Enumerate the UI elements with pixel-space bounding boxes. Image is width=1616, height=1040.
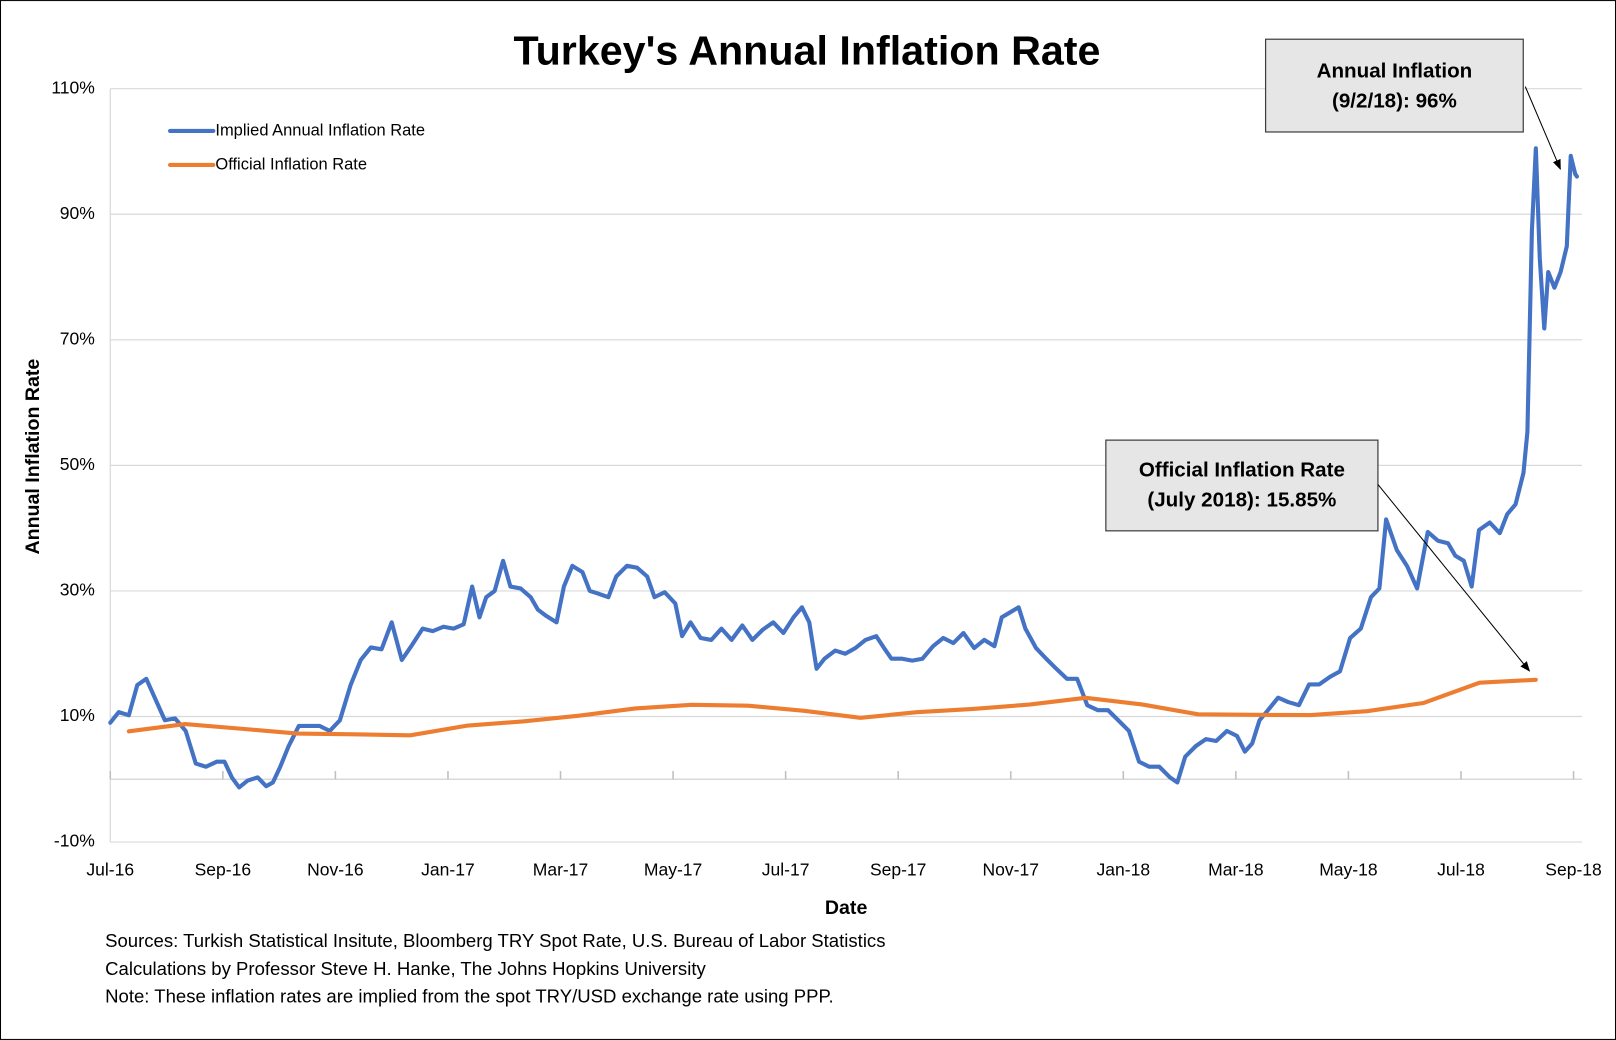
footnote: Calculations by Professor Steve H. Hanke… bbox=[105, 958, 706, 979]
plot-area: -10% 10% 30% 50% 70% 90% 110% Jul-16 Sep-16 Nov-1… bbox=[51, 77, 1601, 879]
footnote: Note: These inflation rates are implied … bbox=[105, 986, 834, 1007]
x-tick-label: May-18 bbox=[1319, 860, 1377, 880]
annotation: Official Inflation Rate (July 2018): 15.… bbox=[1105, 439, 1531, 672]
annotation: Annual Inflation (9/2/18): 96% bbox=[1264, 38, 1561, 171]
x-tick-label: Sep-17 bbox=[870, 860, 926, 880]
x-tick-label: Sep-18 bbox=[1545, 860, 1601, 880]
footnote: Sources: Turkish Statistical Insitute, B… bbox=[105, 930, 885, 951]
x-tick-label: Jul-18 bbox=[1437, 860, 1485, 880]
annotation-text: Official Inflation Rate bbox=[1139, 458, 1345, 481]
x-tick-label: May-17 bbox=[644, 860, 702, 880]
x-tick-label: Jan-18 bbox=[1097, 860, 1151, 880]
annotation-text: Annual Inflation bbox=[1317, 60, 1473, 83]
x-axis-label: Date bbox=[825, 897, 868, 919]
annotation-arrow bbox=[1377, 484, 1531, 672]
y-tick-label: 110% bbox=[51, 77, 95, 97]
y-tick-label: 50% bbox=[60, 454, 95, 474]
y-tick-label: -10% bbox=[54, 831, 95, 851]
x-tick-label: Jul-16 bbox=[86, 860, 134, 880]
x-tick-label: Nov-17 bbox=[983, 860, 1039, 880]
y-tick-label: 10% bbox=[60, 705, 95, 725]
legend-label: Implied Annual Inflation Rate bbox=[215, 121, 425, 139]
y-axis-label: Annual Inflation Rate bbox=[22, 359, 44, 555]
x-tick-label: Mar-17 bbox=[533, 860, 588, 880]
x-tick-label: Jul-17 bbox=[762, 860, 810, 880]
annotation-box bbox=[1264, 38, 1524, 133]
annotation-arrow bbox=[1524, 86, 1561, 171]
data-line bbox=[108, 146, 1579, 790]
annotation-text: (July 2018): 15.85% bbox=[1147, 488, 1336, 511]
y-tick-label: 30% bbox=[60, 580, 95, 600]
y-tick-label: 70% bbox=[60, 328, 95, 348]
annotation-text: (9/2/18): 96% bbox=[1332, 90, 1457, 113]
x-tick-label: Mar-18 bbox=[1208, 860, 1263, 880]
x-tick-label: Jan-17 bbox=[421, 860, 475, 880]
y-tick-label: 90% bbox=[60, 203, 95, 223]
x-tick-label: Nov-16 bbox=[307, 860, 363, 880]
legend-label: Official Inflation Rate bbox=[215, 155, 367, 173]
chart-title: Turkey's Annual Inflation Rate bbox=[513, 28, 1100, 74]
x-tick-label: Sep-16 bbox=[195, 860, 251, 880]
annotation-box bbox=[1105, 439, 1379, 532]
data-line bbox=[126, 677, 1538, 738]
